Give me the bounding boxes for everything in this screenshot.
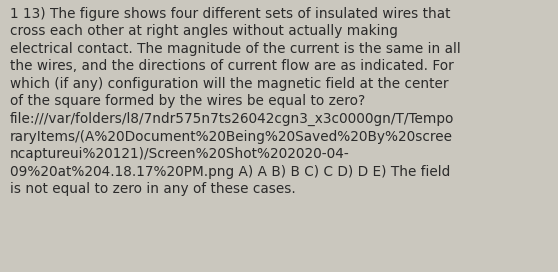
Text: 1 13) The figure shows four different sets of insulated wires that
cross each ot: 1 13) The figure shows four different se… <box>10 7 461 196</box>
